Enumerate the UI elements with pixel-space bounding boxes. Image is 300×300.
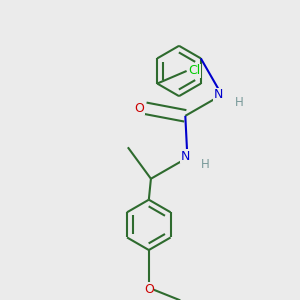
Text: O: O [134, 102, 144, 115]
Text: H: H [201, 158, 209, 171]
Text: H: H [235, 96, 244, 110]
Text: N: N [181, 150, 190, 163]
Text: O: O [144, 283, 154, 296]
Text: N: N [214, 88, 223, 101]
Text: Cl: Cl [188, 64, 201, 77]
